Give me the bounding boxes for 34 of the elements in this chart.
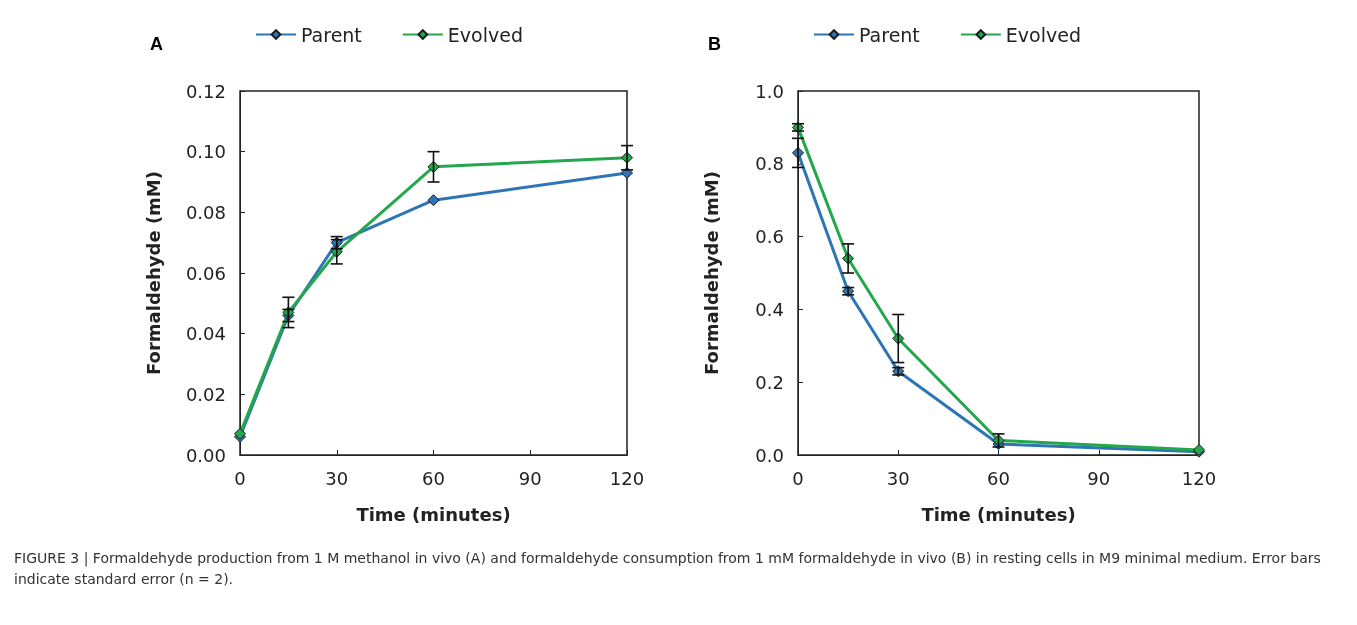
y-tick-label: 0.6 xyxy=(755,226,784,248)
chart-title: B xyxy=(708,34,721,54)
x-tick-label: 60 xyxy=(422,467,445,489)
caption: FIGURE 3 | Formaldehyde production from 1 M methanol in vivo (A) and formaldehyde consumption from 1 mM formaldehyde in vivo (B) in resting cells in M9 minimal medium. Error bars indicate standard error (n = 2). xyxy=(14,549,1322,589)
x-tick-label: 60 xyxy=(987,467,1010,489)
y-tick-label: 0.0 xyxy=(755,444,784,466)
legend-label: Evolved xyxy=(1005,23,1081,46)
x-tick-label: 30 xyxy=(325,467,349,489)
x-axis-title: Time (minutes) xyxy=(921,503,1076,525)
y-tick-label: 0.00 xyxy=(185,444,226,466)
x-tick-label: 0 xyxy=(792,467,804,489)
y-tick-label: 0.8 xyxy=(755,153,784,175)
chart-title: A xyxy=(150,34,163,54)
x-tick-label: 90 xyxy=(1087,467,1111,489)
x-tick-label: 120 xyxy=(1181,467,1217,489)
y-tick-label: 0.04 xyxy=(185,323,226,345)
y-tick-label: 0.12 xyxy=(185,80,226,102)
y-axis-title: Formaldehyde (mM) xyxy=(700,170,722,376)
y-tick-label: 0.08 xyxy=(185,201,226,223)
y-tick-label: 0.4 xyxy=(755,298,784,320)
x-tick-label: 90 xyxy=(518,467,542,489)
legend-label: Parent xyxy=(301,23,362,46)
x-axis-title: Time (minutes) xyxy=(356,503,511,525)
y-tick-label: 0.10 xyxy=(185,141,226,163)
y-tick-label: 0.06 xyxy=(185,262,226,284)
y-tick-label: 1.0 xyxy=(755,80,784,102)
x-tick-label: 0 xyxy=(234,467,246,489)
y-tick-label: 0.02 xyxy=(185,383,226,405)
legend-label: Parent xyxy=(859,23,920,46)
y-tick-label: 0.2 xyxy=(755,371,784,393)
x-tick-label: 30 xyxy=(886,467,910,489)
x-tick-label: 120 xyxy=(609,467,645,489)
legend-label: Evolved xyxy=(447,23,523,46)
y-axis-title: Formaldehyde (mM) xyxy=(142,170,164,376)
